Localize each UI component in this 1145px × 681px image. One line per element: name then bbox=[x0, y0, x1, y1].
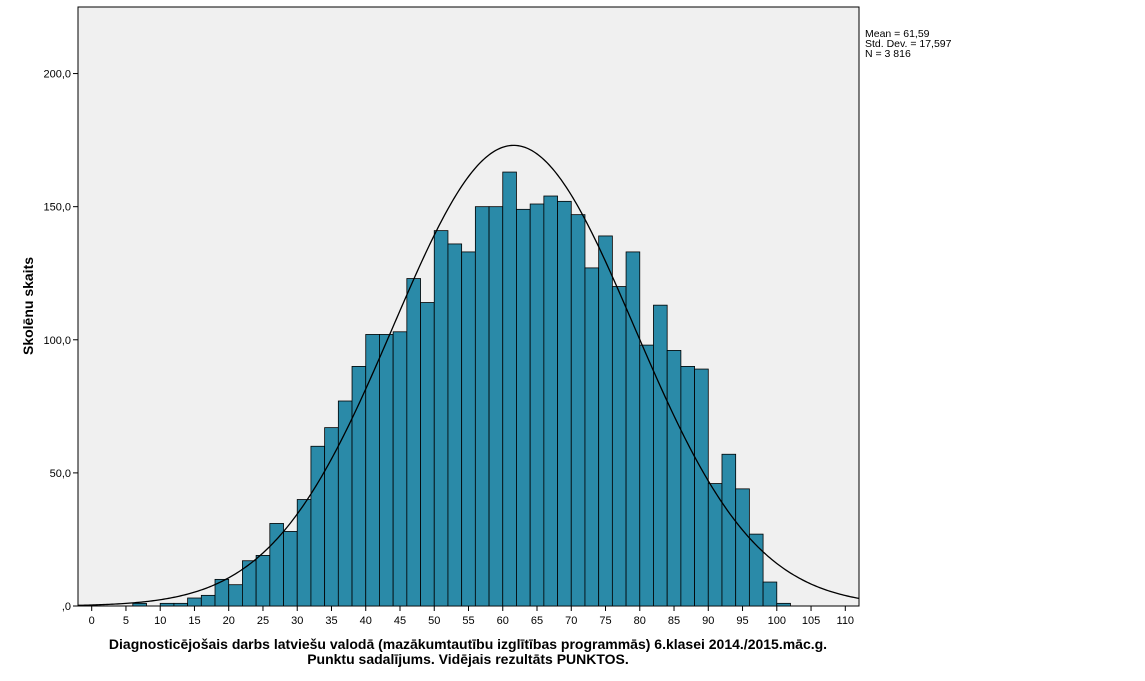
y-tick-label: 100,0 bbox=[43, 335, 71, 347]
x-tick-label: 10 bbox=[154, 615, 166, 627]
histogram-bar bbox=[379, 334, 394, 607]
histogram-bar bbox=[721, 453, 737, 607]
histogram-bar bbox=[283, 531, 298, 607]
histogram-bar bbox=[529, 203, 545, 607]
x-tick-label: 65 bbox=[531, 615, 543, 627]
histogram-bar bbox=[392, 331, 408, 607]
histogram-bar bbox=[543, 195, 558, 607]
x-tick-label: 0 bbox=[89, 615, 95, 627]
x-tick-label: 80 bbox=[634, 615, 646, 627]
histogram-bar bbox=[255, 555, 271, 607]
histogram-bar bbox=[680, 365, 695, 607]
stats-n: N = 3 816 bbox=[865, 48, 911, 60]
x-tick-label: 75 bbox=[599, 615, 611, 627]
histogram-bar bbox=[557, 200, 572, 607]
x-tick-label: 55 bbox=[462, 615, 474, 627]
x-tick-label: 5 bbox=[123, 615, 129, 627]
y-axis: ,0 50,0 100,0 150,0 200,0 bbox=[43, 69, 78, 613]
histogram-bar bbox=[132, 602, 147, 607]
histogram-bar bbox=[611, 286, 627, 607]
x-tick-label: 95 bbox=[736, 615, 748, 627]
stats-box: Mean = 61,59 Std. Dev. = 17,597 N = 3 81… bbox=[865, 28, 952, 60]
histogram-bar bbox=[570, 214, 586, 607]
x-tick-label: 90 bbox=[702, 615, 714, 627]
x-tick-label: 100 bbox=[768, 615, 786, 627]
histogram-bar bbox=[584, 267, 600, 607]
histogram-bar bbox=[461, 251, 476, 607]
x-tick-label: 45 bbox=[394, 615, 406, 627]
histogram-bar bbox=[776, 602, 791, 607]
histogram-bar bbox=[625, 251, 641, 607]
y-axis-title: Skolēnu skaits bbox=[20, 257, 36, 355]
histogram-bar bbox=[598, 235, 613, 607]
x-tick-label: 110 bbox=[837, 615, 855, 627]
histogram-bar bbox=[653, 304, 668, 607]
x-tick-label: 70 bbox=[565, 615, 577, 627]
histogram-bar bbox=[474, 206, 490, 607]
histogram-bar bbox=[324, 427, 339, 607]
x-tick-label: 25 bbox=[257, 615, 269, 627]
histogram-bar bbox=[159, 602, 175, 607]
histogram-bar bbox=[187, 597, 202, 607]
histogram-bar bbox=[296, 499, 312, 607]
y-tick-label: 200,0 bbox=[43, 69, 71, 81]
x-axis: 0 5 10 15 20 25 30 35 40 45 50 55 60 65 70 75 80 85 90 95 10… bbox=[89, 606, 854, 627]
y-tick-label: 150,0 bbox=[43, 202, 71, 214]
histogram-bar bbox=[228, 584, 243, 607]
x-tick-label: 105 bbox=[802, 615, 820, 627]
y-tick-label: 50,0 bbox=[50, 468, 71, 480]
histogram-bar bbox=[433, 230, 449, 607]
histogram-bar bbox=[173, 602, 189, 607]
x-axis-title-line-1: Diagnosticējošais darbs latviešu valodā … bbox=[109, 636, 827, 652]
histogram-bar bbox=[406, 278, 421, 607]
x-tick-label: 50 bbox=[428, 615, 440, 627]
histogram-bar bbox=[447, 243, 463, 607]
stats-std-dev: Std. Dev. = 17,597 bbox=[865, 38, 952, 50]
stats-mean: Mean = 61,59 bbox=[865, 28, 930, 40]
histogram-bar bbox=[516, 208, 531, 607]
histogram-bar bbox=[707, 483, 723, 607]
histogram-bars bbox=[132, 171, 791, 607]
x-tick-label: 85 bbox=[668, 615, 680, 627]
x-tick-label: 40 bbox=[360, 615, 372, 627]
histogram-bar bbox=[351, 365, 367, 607]
x-axis-title-line-2: Punktu sadalījums. Vidējais rezultāts PU… bbox=[307, 651, 629, 667]
histogram-bar bbox=[748, 533, 764, 607]
x-tick-label: 30 bbox=[291, 615, 303, 627]
histogram-bar bbox=[488, 206, 504, 607]
histogram-bar bbox=[694, 368, 709, 607]
x-tick-label: 15 bbox=[188, 615, 200, 627]
histogram-bar bbox=[310, 445, 326, 607]
histogram-bar bbox=[269, 523, 284, 607]
x-tick-label: 20 bbox=[223, 615, 235, 627]
x-tick-label: 60 bbox=[497, 615, 509, 627]
histogram-bar bbox=[666, 350, 682, 607]
y-tick-label: ,0 bbox=[62, 601, 71, 613]
normal-distribution-curve bbox=[77, 144, 860, 606]
histogram-bar bbox=[502, 171, 517, 607]
x-tick-label: 35 bbox=[325, 615, 337, 627]
histogram-bar bbox=[420, 302, 435, 607]
histogram-bar bbox=[735, 488, 750, 607]
histogram-bar bbox=[762, 581, 778, 607]
histogram-bar bbox=[639, 344, 654, 607]
histogram-bar bbox=[200, 594, 216, 607]
